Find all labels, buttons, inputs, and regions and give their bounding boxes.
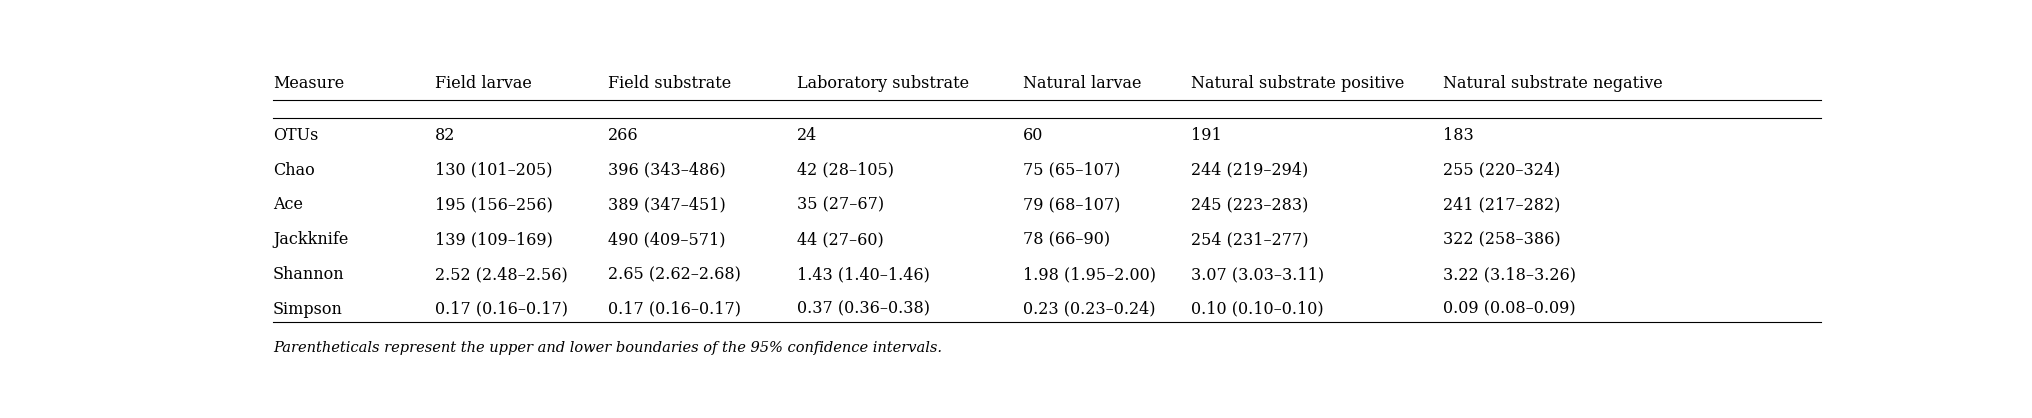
Text: 60: 60 bbox=[1022, 127, 1042, 144]
Text: Field larvae: Field larvae bbox=[435, 76, 532, 92]
Text: 389 (347–451): 389 (347–451) bbox=[608, 196, 725, 214]
Text: 78 (66–90): 78 (66–90) bbox=[1022, 231, 1109, 248]
Text: 0.17 (0.16–0.17): 0.17 (0.16–0.17) bbox=[435, 301, 569, 318]
Text: 244 (219–294): 244 (219–294) bbox=[1191, 162, 1309, 179]
Text: 183: 183 bbox=[1443, 127, 1473, 144]
Text: 3.22 (3.18–3.26): 3.22 (3.18–3.26) bbox=[1443, 266, 1577, 283]
Text: 35 (27–67): 35 (27–67) bbox=[797, 196, 884, 214]
Text: 195 (156–256): 195 (156–256) bbox=[435, 196, 553, 214]
Text: 44 (27–60): 44 (27–60) bbox=[797, 231, 884, 248]
Text: 3.07 (3.03–3.11): 3.07 (3.03–3.11) bbox=[1191, 266, 1325, 283]
Text: 42 (28–105): 42 (28–105) bbox=[797, 162, 894, 179]
Text: 139 (109–169): 139 (109–169) bbox=[435, 231, 553, 248]
Text: 322 (258–386): 322 (258–386) bbox=[1443, 231, 1561, 248]
Text: 1.43 (1.40–1.46): 1.43 (1.40–1.46) bbox=[797, 266, 931, 283]
Text: Shannon: Shannon bbox=[272, 266, 345, 283]
Text: 24: 24 bbox=[797, 127, 817, 144]
Text: Ace: Ace bbox=[272, 196, 303, 214]
Text: 0.10 (0.10–0.10): 0.10 (0.10–0.10) bbox=[1191, 301, 1323, 318]
Text: 82: 82 bbox=[435, 127, 455, 144]
Text: 79 (68–107): 79 (68–107) bbox=[1022, 196, 1120, 214]
Text: Chao: Chao bbox=[272, 162, 315, 179]
Text: OTUs: OTUs bbox=[272, 127, 319, 144]
Text: Measure: Measure bbox=[272, 76, 343, 92]
Text: 0.09 (0.08–0.09): 0.09 (0.08–0.09) bbox=[1443, 301, 1575, 318]
Text: 2.65 (2.62–2.68): 2.65 (2.62–2.68) bbox=[608, 266, 742, 283]
Text: Natural substrate negative: Natural substrate negative bbox=[1443, 76, 1662, 92]
Text: Simpson: Simpson bbox=[272, 301, 343, 318]
Text: 1.98 (1.95–2.00): 1.98 (1.95–2.00) bbox=[1022, 266, 1156, 283]
Text: 0.23 (0.23–0.24): 0.23 (0.23–0.24) bbox=[1022, 301, 1154, 318]
Text: 245 (223–283): 245 (223–283) bbox=[1191, 196, 1309, 214]
Text: Laboratory substrate: Laboratory substrate bbox=[797, 76, 969, 92]
Text: 255 (220–324): 255 (220–324) bbox=[1443, 162, 1561, 179]
Text: Natural substrate positive: Natural substrate positive bbox=[1191, 76, 1404, 92]
Text: 75 (65–107): 75 (65–107) bbox=[1022, 162, 1120, 179]
Text: 396 (343–486): 396 (343–486) bbox=[608, 162, 725, 179]
Text: Jackknife: Jackknife bbox=[272, 231, 347, 248]
Text: Parentheticals represent the upper and lower boundaries of the 95% confidence in: Parentheticals represent the upper and l… bbox=[272, 341, 943, 355]
Text: 254 (231–277): 254 (231–277) bbox=[1191, 231, 1309, 248]
Text: 0.37 (0.36–0.38): 0.37 (0.36–0.38) bbox=[797, 301, 931, 318]
Text: 0.17 (0.16–0.17): 0.17 (0.16–0.17) bbox=[608, 301, 742, 318]
Text: Field substrate: Field substrate bbox=[608, 76, 732, 92]
Text: Natural larvae: Natural larvae bbox=[1022, 76, 1142, 92]
Text: 490 (409–571): 490 (409–571) bbox=[608, 231, 725, 248]
Text: 241 (217–282): 241 (217–282) bbox=[1443, 196, 1561, 214]
Text: 130 (101–205): 130 (101–205) bbox=[435, 162, 553, 179]
Text: 191: 191 bbox=[1191, 127, 1221, 144]
Text: 2.52 (2.48–2.56): 2.52 (2.48–2.56) bbox=[435, 266, 567, 283]
Text: 266: 266 bbox=[608, 127, 638, 144]
